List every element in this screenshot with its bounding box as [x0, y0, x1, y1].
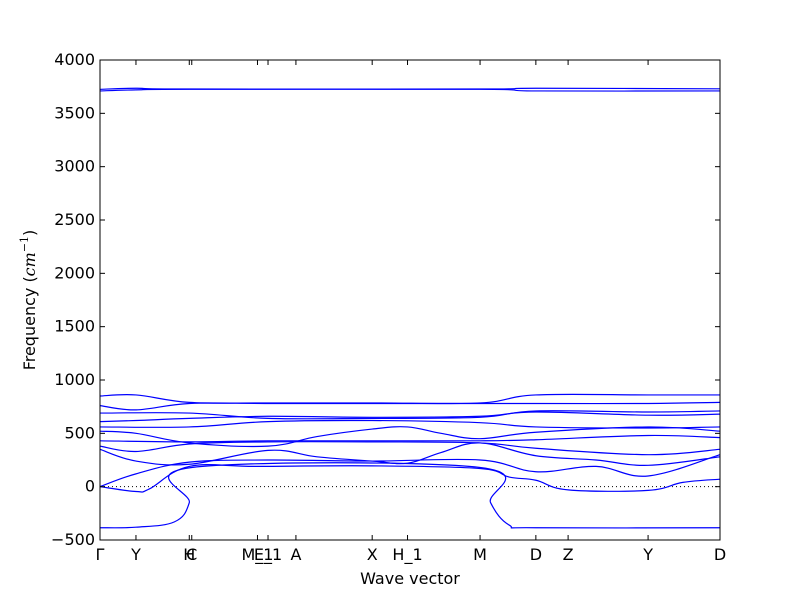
x-tick-label: C	[186, 545, 197, 564]
x-axis-label: Wave vector	[360, 569, 460, 588]
band-line-12	[99, 393, 720, 405]
y-axis-label: Frequency (cm−1)	[18, 230, 39, 371]
y-tick-label: −500	[51, 530, 95, 549]
band-line-3	[99, 454, 721, 488]
y-axis-label-text: Frequency (	[20, 276, 39, 370]
x-tick-label: Z	[563, 545, 574, 564]
x-tick-label: Y	[642, 545, 653, 564]
y-tick-label: 1000	[54, 370, 95, 389]
band-line-2	[99, 464, 721, 493]
band-line-5	[99, 441, 721, 456]
x-tick-label: Y	[130, 545, 141, 564]
band-line-9	[99, 411, 721, 423]
x-tick-label: X	[367, 545, 378, 564]
x-tick-label: Γ	[96, 545, 105, 564]
band-line-7	[99, 426, 721, 448]
x-tick-label: A	[290, 545, 301, 564]
band-line-4	[99, 442, 721, 466]
y-axis-label-close: )	[20, 230, 39, 236]
band-line-8	[99, 419, 721, 429]
x-tick-label: M_1	[241, 545, 273, 565]
x-tick-label: E_1	[254, 545, 282, 565]
y-tick-label: 2000	[54, 263, 95, 282]
x-tick-label: D	[530, 545, 542, 564]
band-line-1	[99, 462, 721, 529]
y-axis-label-exponent: −1	[18, 236, 31, 252]
y-tick-label: 500	[64, 423, 95, 442]
plot-frame	[99, 59, 721, 541]
x-tick-label: H_1	[392, 545, 422, 565]
band-line-14	[99, 87, 721, 90]
y-tick-label: 3000	[54, 157, 95, 176]
x-tick-label: D	[714, 545, 726, 564]
y-tick-label: 0	[85, 477, 95, 496]
y-tick-label: 1500	[54, 317, 95, 336]
y-tick-label: 4000	[54, 50, 95, 69]
band-line-10	[99, 410, 721, 420]
x-tick-label: M	[473, 545, 487, 564]
y-axis-label-unit: cm	[20, 252, 39, 276]
band-line-6	[99, 434, 721, 443]
y-tick-label: 2500	[54, 210, 95, 229]
y-tick-label: 3500	[54, 103, 95, 122]
x-tick-label: H	[183, 545, 195, 564]
